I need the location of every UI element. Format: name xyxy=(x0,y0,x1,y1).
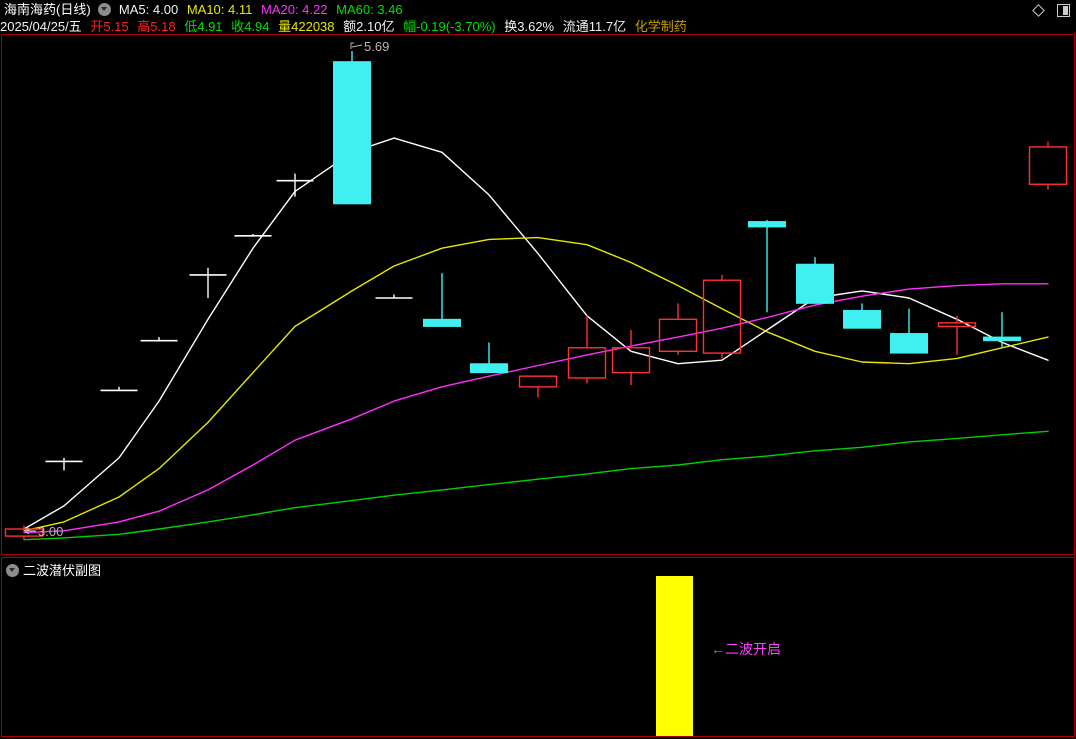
candle-body-filled xyxy=(983,336,1021,342)
price-chart-canvas[interactable]: 5.69 3.00 xyxy=(2,35,1074,554)
candle-body-hollow xyxy=(1028,146,1068,185)
ma5-value: 4.00 xyxy=(152,2,179,17)
indicator-canvas[interactable]: ←二波开启 xyxy=(2,558,1074,736)
ma5-label: MA5: 4.00 xyxy=(118,2,179,17)
quote-date: 2025/04/25/五 xyxy=(0,19,82,34)
ma-line-ma10 xyxy=(23,236,1049,532)
signal-bar[interactable] xyxy=(656,576,693,736)
candle-body-filled xyxy=(890,333,928,354)
ma-info-bar: 海南海药(日线) MA5: 4.00 MA10: 4.11 MA20: 4.22… xyxy=(0,1,1076,18)
candle-body-hollow xyxy=(702,279,742,354)
quote-close: 收4.94 xyxy=(231,19,270,34)
ma60-value: 3.46 xyxy=(377,2,403,17)
candle-body-filled xyxy=(796,263,834,304)
candle-body-hollow xyxy=(518,375,558,388)
price-chart-pane[interactable]: 5.69 3.00 xyxy=(1,34,1075,555)
high-price-label: 5.69 xyxy=(364,39,389,54)
candle-body-hollow xyxy=(937,322,977,328)
ma10-label: MA10: 4.11 xyxy=(186,2,253,17)
quote-float-cap: 流通11.7亿 xyxy=(562,19,627,34)
candle-body-filled xyxy=(470,363,508,374)
quote-volume: 量422038 xyxy=(278,19,335,34)
low-price-pointer-icon xyxy=(24,527,36,535)
candle-body-filled xyxy=(843,309,881,329)
indicator-pane[interactable]: 二波潜伏副图 ←二波开启 xyxy=(1,557,1075,737)
quote-high: 高5.18 xyxy=(137,19,176,34)
page-title: 海南海药(日线) xyxy=(4,2,91,17)
indicator-title: 二波潜伏副图 xyxy=(23,563,102,578)
window-icons xyxy=(1024,2,1070,18)
ma20-label: MA20: 4.22 xyxy=(260,2,328,17)
candle-body-hollow xyxy=(611,347,651,374)
ma20-value: 4.22 xyxy=(302,2,328,17)
chevron-down-circle-icon[interactable] xyxy=(98,3,112,16)
quote-turnover: 换3.62% xyxy=(504,19,555,34)
quote-change: 幅-0.19(-3.70%) xyxy=(403,19,496,34)
ma60-label: MA60: 3.46 xyxy=(336,2,403,17)
chevron-down-circle-icon[interactable] xyxy=(6,564,19,577)
quote-amount: 额2.10亿 xyxy=(343,19,395,34)
low-price-label: 3.00 xyxy=(38,524,63,539)
candle-body-hollow xyxy=(658,318,698,353)
high-price-pointer-icon xyxy=(350,42,363,49)
ma-line-ma60 xyxy=(23,430,1049,541)
quote-info-bar: 2025/04/25/五 开5.15 高5.18 低4.91 收4.94 量42… xyxy=(0,18,1076,35)
quote-sector: 化学制药 xyxy=(634,19,687,34)
ma-line-ma20 xyxy=(23,283,1049,534)
candle-body-filled xyxy=(423,318,461,327)
candle-body-hollow xyxy=(4,528,44,537)
signal-annotation-label: ←二波开启 xyxy=(711,641,781,657)
ma10-value: 4.11 xyxy=(228,2,253,17)
indicator-header: 二波潜伏副图 xyxy=(6,560,101,579)
quote-low: 低4.91 xyxy=(184,19,223,34)
candle-body-hollow xyxy=(567,347,607,379)
candle-body-filled xyxy=(333,61,371,205)
diamond-icon[interactable] xyxy=(1031,4,1045,18)
panel-toggle-icon[interactable] xyxy=(1057,4,1070,18)
candle-body-filled xyxy=(748,221,786,228)
quote-open: 开5.15 xyxy=(90,19,129,34)
